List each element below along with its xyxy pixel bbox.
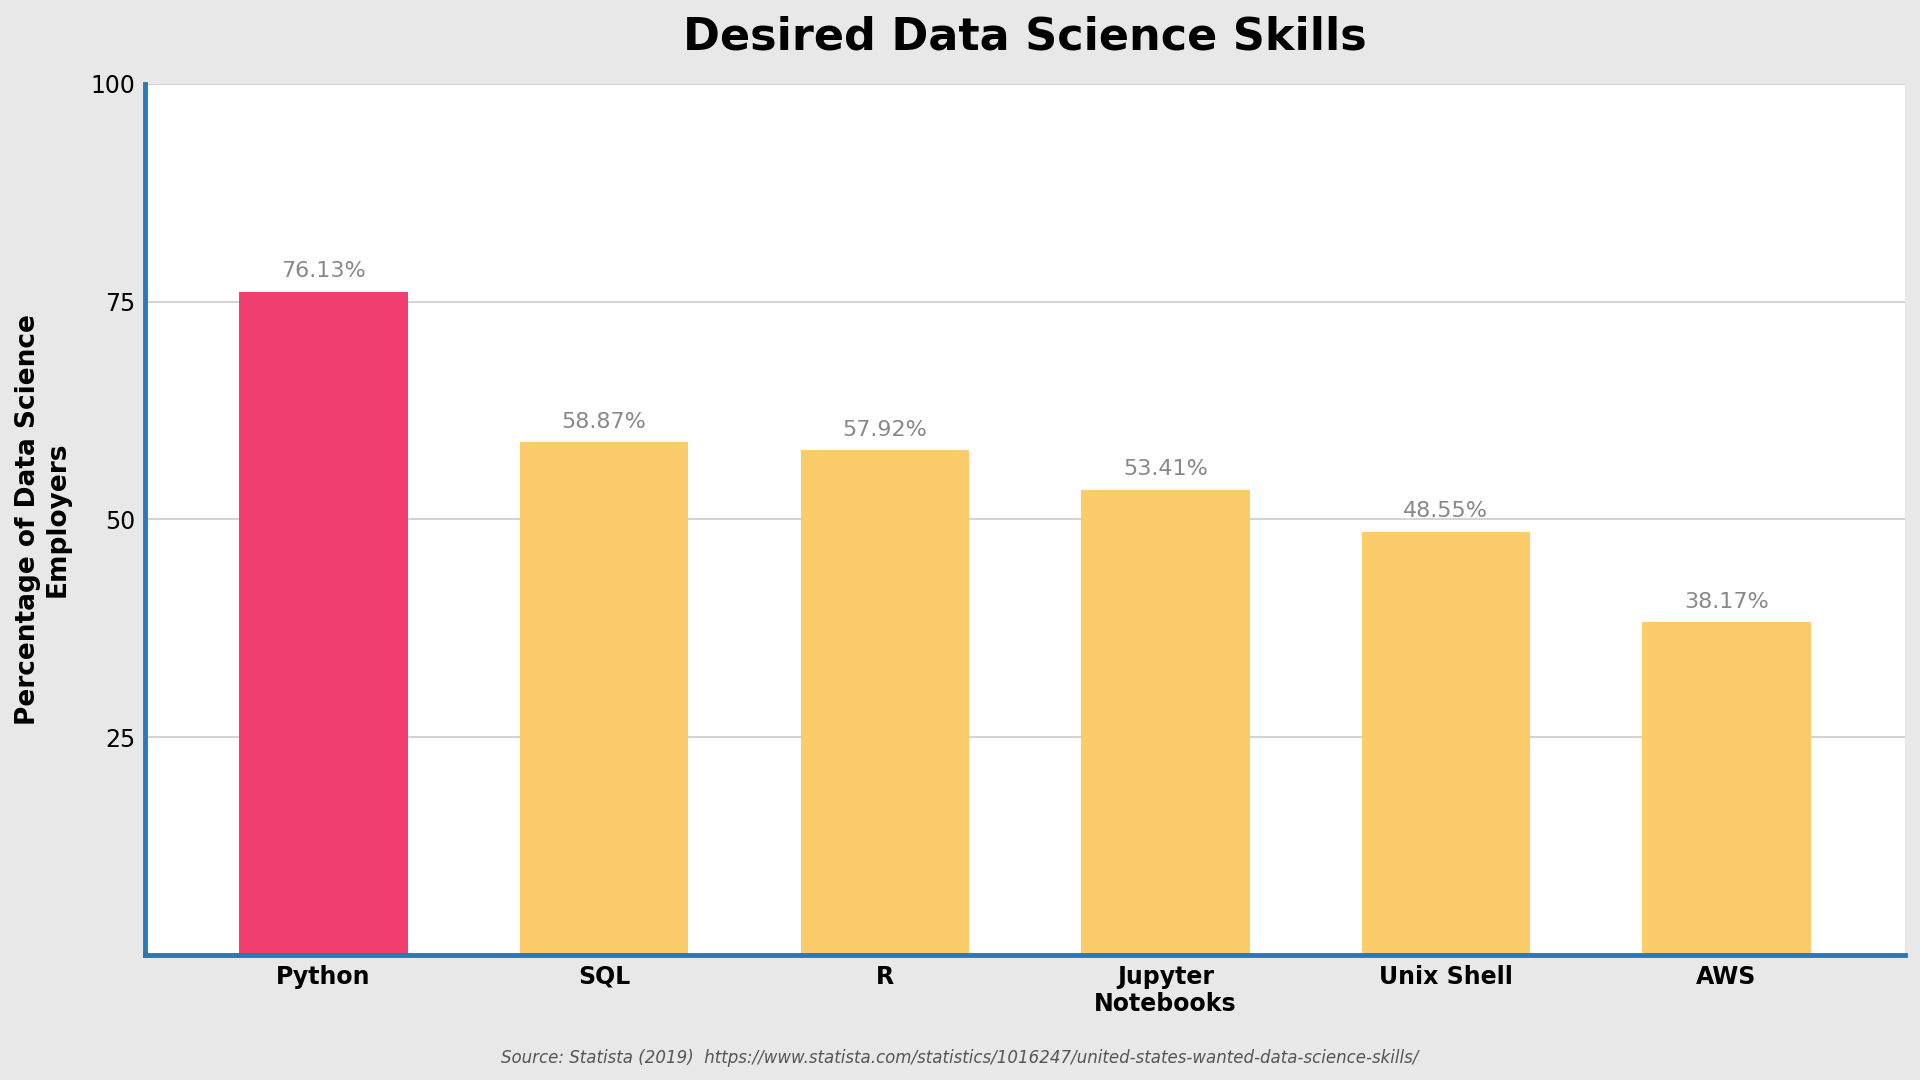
Text: Source: Statista (2019)  https://www.statista.com/statistics/1016247/united-stat: Source: Statista (2019) https://www.stat… <box>501 1049 1419 1067</box>
Bar <box>1081 489 1250 955</box>
Text: 76.13%: 76.13% <box>280 261 367 281</box>
Bar <box>240 292 407 955</box>
Text: 48.55%: 48.55% <box>1404 501 1488 522</box>
Bar <box>520 442 687 955</box>
Title: Desired Data Science Skills: Desired Data Science Skills <box>684 15 1367 58</box>
Text: 58.87%: 58.87% <box>563 411 647 432</box>
Bar <box>1361 532 1530 955</box>
Y-axis label: Percentage of Data Science
Employers: Percentage of Data Science Employers <box>15 314 71 725</box>
Text: 53.41%: 53.41% <box>1123 459 1208 480</box>
Text: 57.92%: 57.92% <box>843 420 927 440</box>
Bar <box>1642 622 1811 955</box>
Text: 38.17%: 38.17% <box>1684 592 1768 612</box>
Bar <box>801 450 970 955</box>
